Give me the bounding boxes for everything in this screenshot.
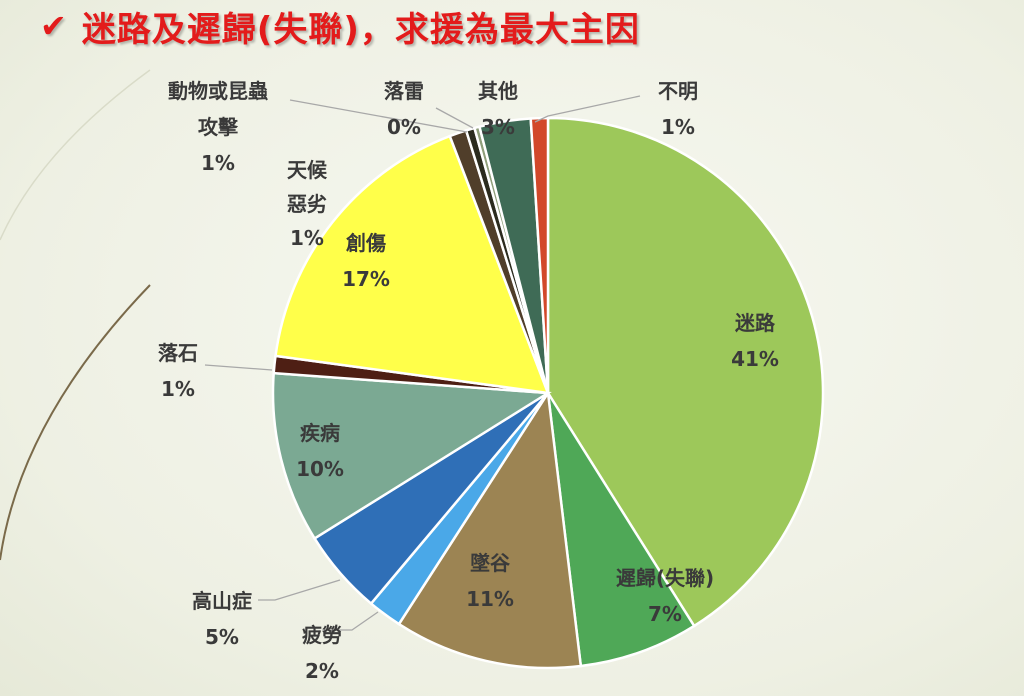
decorative-curve [0,284,151,561]
slice-category-label: 遲歸(失聯) [616,566,714,590]
slice-category-label: 墜谷 [470,551,511,575]
pie-slice [529,116,550,394]
slice-percent-label: 1% [290,226,324,250]
slice-percent-label: 10% [296,457,344,481]
slice-percent-label: 5% [205,625,239,649]
slice-percent-label: 0% [387,115,421,139]
slice-category-label: 攻擊 [198,115,239,139]
slice-percent-label: 3% [481,115,515,139]
pie-slice [546,116,825,628]
leader-line [322,611,379,631]
slide-title-text: 迷路及遲歸(失聯)，求援為最大主因 [81,9,640,50]
decorative-curve-2 [0,69,151,241]
pie-slice [546,392,696,668]
slice-percent-label: 1% [661,115,695,139]
slice-percent-label: 1% [201,151,235,175]
slice-category-label: 迷路 [734,311,776,335]
slice-percent-label: 1% [161,377,195,401]
slice-percent-label: 2% [305,659,339,683]
slice-category-label: 動物或昆蟲 [168,79,268,103]
slice-percent-label: 41% [731,347,779,371]
slice-percent-label: 11% [466,587,514,611]
slice-category-label: 其他 [478,79,518,103]
leader-line [204,364,273,371]
pie-slice [274,134,550,395]
checkmark-icon: ✔ [40,7,68,45]
slice-category-label: 天候 [287,158,328,182]
leader-line [534,95,641,123]
slice-category-label: 不明 [658,79,698,103]
slice-percent-label: 7% [648,602,682,626]
leader-line [258,579,341,601]
slice-category-label: 落石 [158,341,198,365]
slice-category-label: 疲勞 [302,623,342,647]
pie-slice [271,371,552,541]
leader-line [289,99,468,133]
slice-category-label: 高山症 [192,589,252,613]
slice-category-label: 落雷 [384,79,424,103]
slide-title: ✔ 迷路及遲歸(失聯)，求援為最大主因 [40,2,640,50]
slice-category-label: 惡劣 [287,192,327,216]
leader-line [435,107,474,129]
slice-category-label: 疾病 [300,421,340,445]
slice-category-label: 創傷 [345,231,386,255]
pie-slice [397,389,583,670]
slice-percent-label: 17% [342,267,390,291]
